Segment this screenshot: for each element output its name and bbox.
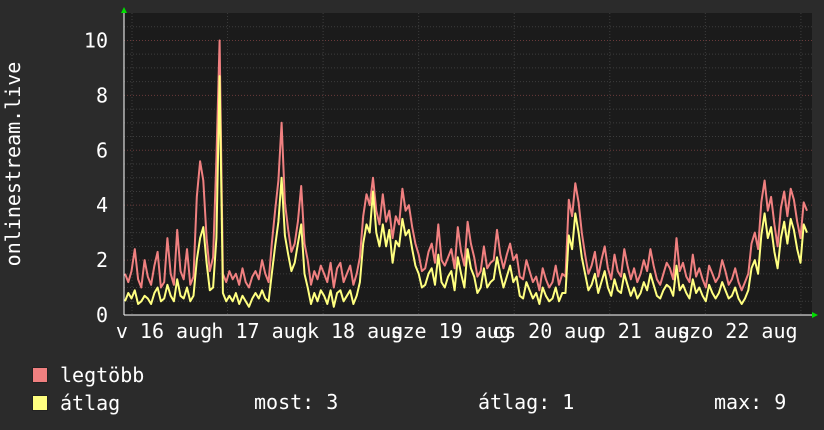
- series-line-max: [124, 39, 808, 292]
- legend-item-max: legtöbb: [32, 362, 144, 388]
- y-tick-label: 4: [96, 193, 108, 217]
- y-tick-label: 2: [96, 248, 108, 272]
- x-tick-label: v 16 aug: [116, 319, 212, 343]
- legend-swatch-avg: [32, 395, 48, 411]
- x-tick-label: h 17 aug: [211, 319, 307, 343]
- legend-item-avg: átlag: [32, 390, 120, 416]
- series-group: [124, 39, 808, 308]
- x-axis-arrow: [812, 312, 818, 318]
- y-tick-label: 10: [84, 28, 108, 52]
- x-tick-label: sze 19 aug: [390, 319, 510, 343]
- axes: [121, 7, 818, 318]
- y-tick-label: 0: [96, 303, 108, 327]
- x-tick-label: k 18 aug: [307, 319, 403, 343]
- x-tick-label: szo 22 aug: [677, 319, 797, 343]
- stat-current: most: 3: [254, 390, 339, 414]
- x-tick-label: cs 20 aug: [492, 319, 600, 343]
- gridlines: [124, 13, 812, 315]
- stat-average: átlag: 1: [478, 390, 575, 414]
- y-axis-label: onlinestream.live: [1, 62, 25, 267]
- legend-label-max: legtöbb: [60, 363, 145, 387]
- y-tick-label: 6: [96, 138, 108, 162]
- legend-swatch-max: [32, 367, 48, 383]
- legend: legtöbb átlag most: 3 átlag: 1 max: 9: [32, 362, 812, 422]
- x-tick-label: p 21 aug: [594, 319, 690, 343]
- stat-maximum: max: 9: [714, 390, 787, 414]
- series-line-avg: [124, 75, 808, 308]
- y-tick-labels: 0 2 4 6 8 10: [84, 28, 108, 327]
- y-axis-arrow: [121, 7, 127, 13]
- legend-label-avg: átlag: [60, 391, 121, 415]
- y-tick-label: 8: [96, 83, 108, 107]
